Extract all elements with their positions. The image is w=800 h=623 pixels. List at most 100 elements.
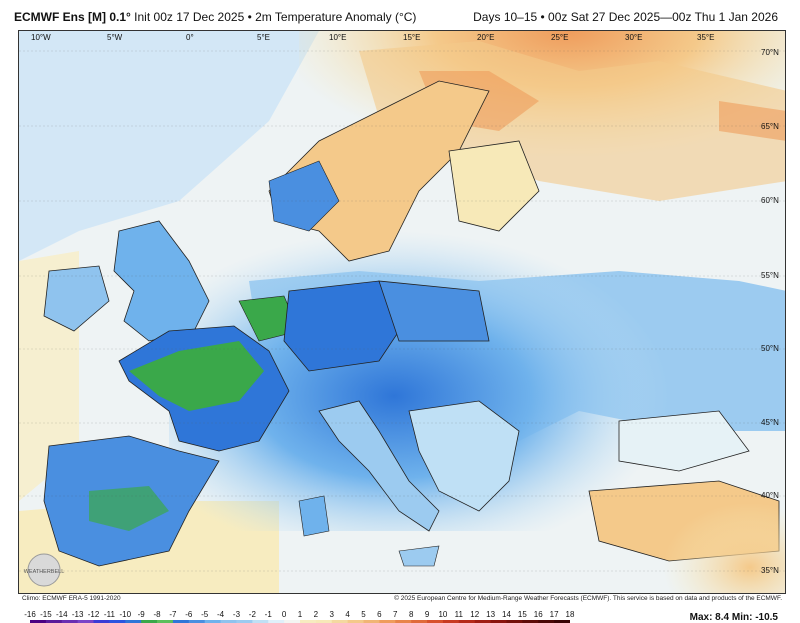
colorbar-swatch bbox=[347, 620, 365, 623]
colorbar-tick-label: -13 bbox=[71, 610, 84, 619]
colorbar-swatch bbox=[315, 620, 333, 623]
lon-label: 5°E bbox=[257, 33, 270, 42]
colorbar-swatch bbox=[77, 620, 95, 623]
colorbar-swatch bbox=[30, 620, 47, 623]
weatherbell-logo-icon: WEATHERBELL bbox=[24, 553, 65, 587]
colorbar-tick-label: -4 bbox=[217, 610, 225, 619]
colorbar-swatch bbox=[284, 620, 301, 623]
colorbar-tick-label: 15 bbox=[517, 610, 527, 619]
poland bbox=[378, 280, 490, 342]
latitude-labels: 70°N 65°N 60°N 55°N 50°N 45°N 40°N 35°N bbox=[761, 48, 779, 575]
colorbar-tick-label: -12 bbox=[87, 610, 100, 619]
colorbar-tick-label: 2 bbox=[313, 610, 319, 619]
lon-label: 25°E bbox=[551, 33, 568, 42]
colorbar-tick-label: 17 bbox=[549, 610, 559, 619]
colorbar-swatch bbox=[379, 620, 396, 623]
colorbar-swatch bbox=[236, 620, 253, 623]
init-info: Init 00z 17 Dec 2025 • 2m Temperature An… bbox=[134, 10, 417, 24]
colorbar-swatch bbox=[125, 620, 142, 623]
anomaly-map[interactable]: 10°W 5°W 0° 5°E 10°E 15°E 20°E 25°E 30°E… bbox=[18, 30, 786, 594]
lon-label: 20°E bbox=[477, 33, 494, 42]
colorbar-tick-label: 1 bbox=[297, 610, 303, 619]
germany bbox=[283, 280, 400, 372]
map-title: ECMWF Ens [M] 0.1° Init 00z 17 Dec 2025 … bbox=[14, 10, 417, 24]
colorbar-tick-label: 7 bbox=[393, 610, 398, 619]
colorbar-tick-label: 9 bbox=[424, 610, 430, 619]
colorbar-swatch bbox=[554, 620, 570, 623]
colorbar-tick-label: 12 bbox=[470, 610, 480, 619]
map-canvas: 10°W 5°W 0° 5°E 10°E 15°E 20°E 25°E 30°E… bbox=[19, 31, 785, 593]
finland bbox=[448, 140, 540, 232]
lon-label: 0° bbox=[186, 33, 194, 42]
colorbar-swatch bbox=[45, 620, 63, 623]
colorbar-tick-label: 18 bbox=[565, 610, 575, 619]
colorbar-swatch bbox=[204, 620, 222, 623]
colorbar-tick-label: -5 bbox=[201, 610, 209, 619]
colorbar-tick-label: 14 bbox=[502, 610, 511, 619]
colorbar-swatch bbox=[538, 620, 555, 623]
colorbar-swatch bbox=[458, 620, 476, 623]
colorbar-tick-label: 16 bbox=[533, 610, 543, 619]
colorbar-tick-label: 6 bbox=[377, 610, 382, 619]
colorbar-tick-label: -7 bbox=[169, 610, 177, 619]
colorbar-tick-label: -2 bbox=[248, 610, 256, 619]
weatherbell-logo: WEATHERBELL bbox=[22, 552, 66, 588]
lon-label: 30°E bbox=[625, 33, 642, 42]
colorbar bbox=[30, 620, 570, 623]
colorbar-swatch bbox=[157, 620, 174, 623]
longitude-labels: 10°W 5°W 0° 5°E 10°E 15°E 20°E 25°E 30°E… bbox=[31, 33, 714, 42]
colorbar-tick-label: -14 bbox=[55, 610, 68, 619]
max-value: Max: 8.4 bbox=[689, 612, 730, 623]
colorbar-tick-label: 4 bbox=[345, 610, 350, 619]
colorbar-swatch bbox=[220, 620, 237, 623]
balkans bbox=[408, 400, 520, 512]
lat-label: 35°N bbox=[761, 566, 779, 575]
svg-text:WEATHERBELL: WEATHERBELL bbox=[24, 569, 65, 575]
iberia-cold-core bbox=[89, 486, 169, 531]
colorbar-swatch bbox=[109, 620, 126, 623]
lon-label: 35°E bbox=[697, 33, 714, 42]
colorbar-swatch bbox=[490, 620, 507, 623]
min-value: Min: -10.5 bbox=[731, 612, 778, 623]
colorbar-swatch bbox=[411, 620, 428, 623]
graticule bbox=[19, 50, 785, 572]
black-sea bbox=[618, 410, 750, 472]
colorbar-swatch bbox=[506, 620, 523, 623]
colorbar-swatch bbox=[427, 620, 444, 623]
colorbar-ticks: -16 -15 -14 -13 -12 -11 -10 -9 -8 -7 -6 -5 -4 -3 -2 -1 0… bbox=[24, 610, 590, 622]
france-cold-core bbox=[129, 341, 264, 411]
colorbar-tick-label: -1 bbox=[264, 610, 272, 619]
warm-core-kola bbox=[719, 101, 785, 141]
colorbar-tick-label: -16 bbox=[24, 610, 36, 619]
ireland bbox=[43, 265, 110, 332]
atlantic-cool-band bbox=[19, 31, 319, 261]
colorbar-tick-label: 0 bbox=[281, 610, 287, 619]
colorbar-tick-label: 13 bbox=[486, 610, 496, 619]
lon-label: 15°E bbox=[403, 33, 420, 42]
colorbar-swatch bbox=[331, 620, 349, 623]
colorbar-swatch bbox=[522, 620, 539, 623]
max-min-readout: Max: 8.4 Min: -10.5 bbox=[690, 612, 778, 623]
colorbar-tick-label: 5 bbox=[361, 610, 366, 619]
header: ECMWF Ens [M] 0.1° Init 00z 17 Dec 2025 … bbox=[0, 0, 800, 30]
colorbar-swatch bbox=[252, 620, 269, 623]
colorbar-tick-label: 10 bbox=[438, 610, 448, 619]
sicily bbox=[398, 545, 440, 567]
colorbar-tick-label: 11 bbox=[454, 610, 463, 619]
climo-note: Climo: ECMWF ERA-5 1991-2020 bbox=[22, 595, 121, 602]
colorbar-tick-label: -11 bbox=[103, 610, 115, 619]
colorbar-swatch bbox=[268, 620, 285, 623]
colorbar-swatch bbox=[172, 620, 190, 623]
colorbar-swatch bbox=[363, 620, 380, 623]
colorbar-swatch bbox=[474, 620, 492, 623]
lat-label: 55°N bbox=[761, 271, 779, 280]
colorbar-tick-label: -15 bbox=[40, 610, 52, 619]
lon-label: 5°W bbox=[107, 33, 123, 42]
colorbar-swatch bbox=[93, 620, 110, 623]
colorbar-tick-label: -10 bbox=[119, 610, 132, 619]
lat-label: 70°N bbox=[761, 48, 779, 57]
lon-label: 10°W bbox=[31, 33, 51, 42]
colorbar-swatch bbox=[61, 620, 79, 623]
colorbar-swatch bbox=[442, 620, 460, 623]
credit-note: © 2025 European Centre for Medium-Range … bbox=[394, 595, 782, 602]
